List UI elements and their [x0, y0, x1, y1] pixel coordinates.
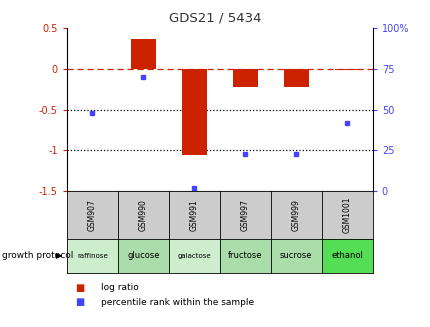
Text: ■: ■	[75, 298, 84, 307]
Text: fructose: fructose	[227, 251, 262, 260]
Bar	[334, 69, 359, 70]
Bar	[232, 69, 258, 87]
Bar	[130, 39, 156, 69]
Text: ■: ■	[75, 283, 84, 293]
Bar	[181, 69, 206, 155]
Text: percentile rank within the sample: percentile rank within the sample	[101, 298, 254, 307]
Text: GSM990: GSM990	[138, 199, 147, 231]
Text: sucrose: sucrose	[280, 251, 312, 260]
Text: GSM999: GSM999	[291, 199, 300, 231]
Text: GSM997: GSM997	[240, 199, 249, 231]
Text: GSM1001: GSM1001	[342, 197, 351, 233]
Text: GSM991: GSM991	[189, 199, 198, 231]
Text: GDS21 / 5434: GDS21 / 5434	[169, 11, 261, 25]
Text: growth protocol: growth protocol	[2, 251, 74, 260]
Bar	[283, 69, 308, 87]
Text: log ratio: log ratio	[101, 283, 139, 292]
Text: GSM907: GSM907	[88, 199, 97, 231]
Text: ethanol: ethanol	[331, 251, 362, 260]
Text: glucose: glucose	[127, 251, 159, 260]
Text: raffinose: raffinose	[77, 253, 108, 259]
Text: galactose: galactose	[177, 253, 211, 259]
